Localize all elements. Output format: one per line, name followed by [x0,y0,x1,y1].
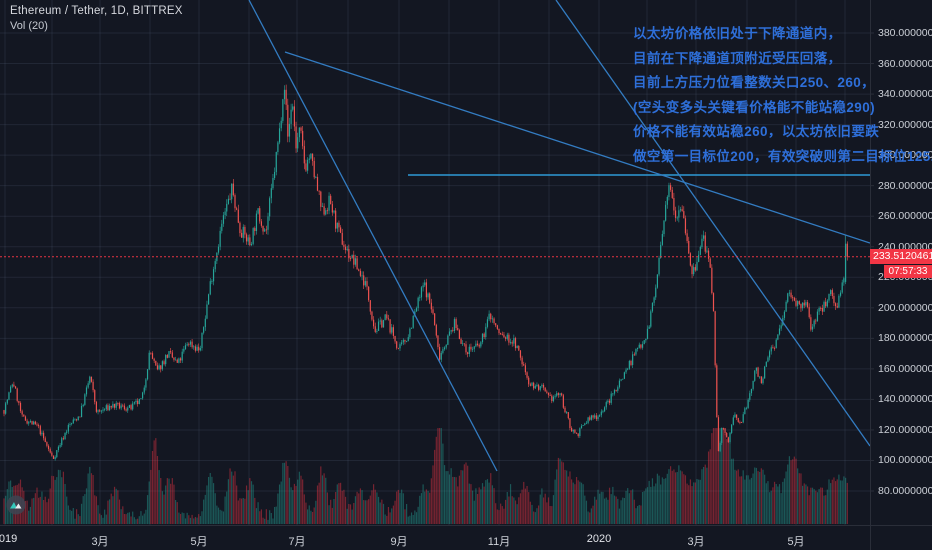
grid-lines [0,0,870,525]
time-tick-label: 11月 [487,536,511,548]
note-line: 目前上方压力位看整数关口250、260， [633,75,876,90]
tradingview-logo-watermark [6,495,26,515]
time-tick-label: 9月 [390,536,408,548]
note-line: 价格不能有效站稳260，以太坊依旧要跌 [633,124,880,139]
time-axis[interactable]: 2019 3月 5月 7月 9月 11月 2020 3月 5月 [0,525,932,550]
note-line: (空头变多头关键看价格能不能站稳290) [633,99,876,115]
time-tick-label: 7月 [288,536,306,548]
descending-channel-line-2[interactable] [555,0,870,447]
symbol-title[interactable]: Ethereum / Tether, 1D, BITTREX [10,5,183,17]
plot-area [0,0,870,525]
bar-countdown-timer: 07:57:33 [884,265,932,278]
chart-header: Ethereum / Tether, 1D, BITTREX Vol (20) [10,5,183,32]
time-tick-label: 2019 [0,533,18,545]
time-tick-label: 5月 [787,536,805,548]
descending-channel-line-1[interactable] [248,0,498,472]
time-tick-label: 5月 [190,536,208,548]
time-tick-label: 3月 [687,536,705,548]
time-tick-label: 3月 [91,536,109,548]
analysis-note-text[interactable]: 以太坊价格依旧处于下降通道内， 目前在下降通道顶附近受压回落， 目前上方压力位看… [633,22,932,169]
long-downtrend-line[interactable] [284,51,870,244]
note-line: 以太坊价格依旧处于下降通道内， [633,26,842,41]
volume-indicator-label[interactable]: Vol (20) [10,20,48,32]
note-line: 目前在下降通道顶附近受压回落， [633,50,842,66]
time-tick-label: 2020 [586,533,612,545]
note-line: 做空第一目标位200，有效突破则第二目标位125. [633,148,932,164]
candlestick-series [3,84,848,461]
last-price-label: 233.51204611 [870,249,932,264]
